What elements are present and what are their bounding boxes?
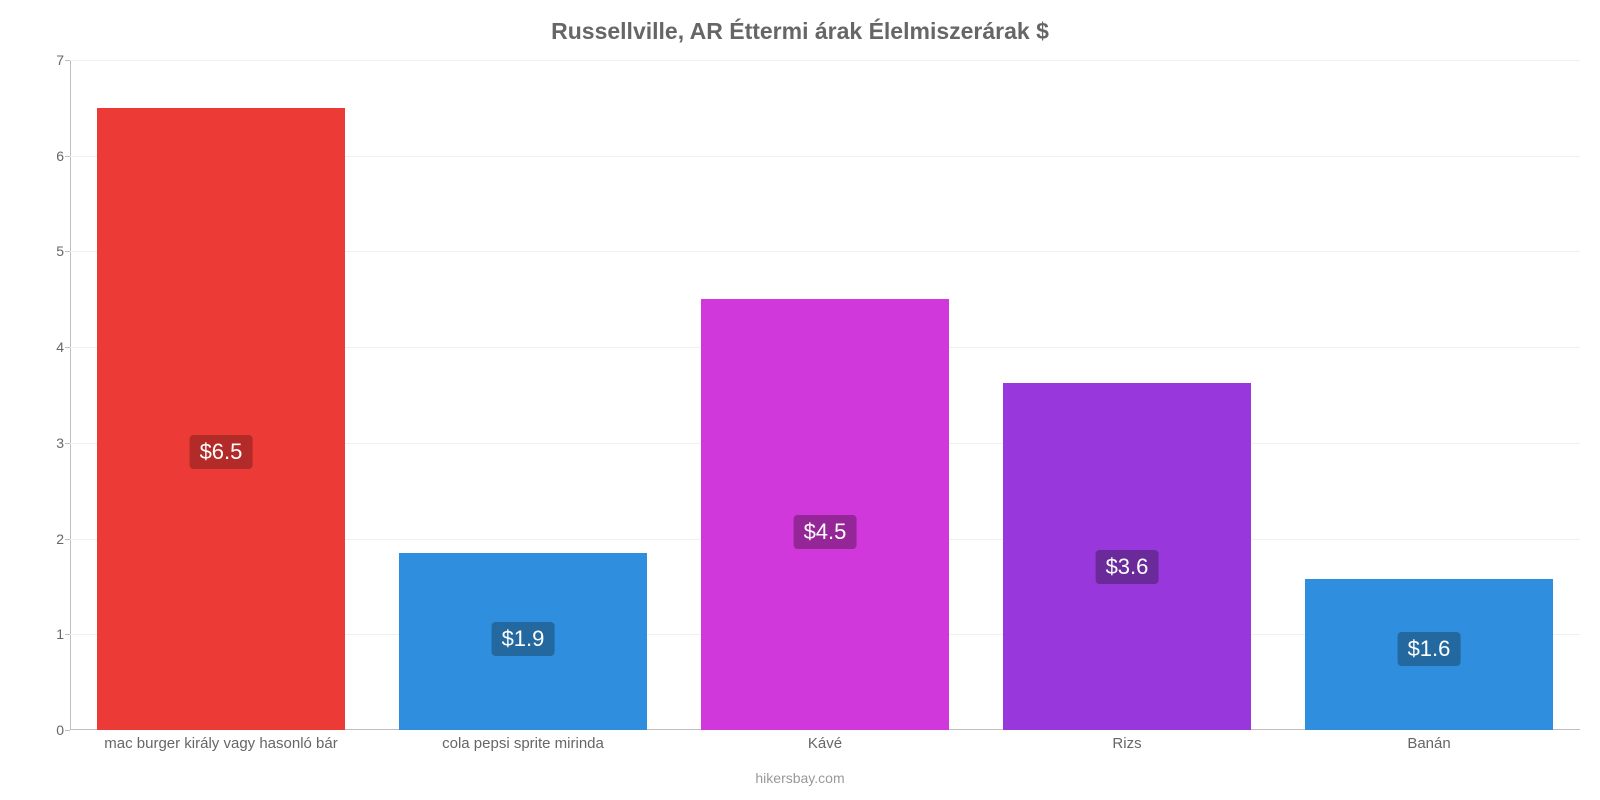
bar: $1.6 <box>1305 579 1553 730</box>
chart-title: Russellville, AR Éttermi árak Élelmiszer… <box>0 18 1600 45</box>
y-tick-label: 3 <box>56 435 64 451</box>
x-axis-label: Banán <box>1407 735 1450 752</box>
price-bar-chart: Russellville, AR Éttermi árak Élelmiszer… <box>0 0 1600 800</box>
bar-slot: $6.5 <box>70 60 372 730</box>
y-tick-label: 2 <box>56 531 64 547</box>
bar-value-label: $4.5 <box>794 515 857 549</box>
y-tick-mark <box>65 60 70 61</box>
bar: $3.6 <box>1003 383 1251 730</box>
y-tick-mark <box>65 634 70 635</box>
y-tick-mark <box>65 347 70 348</box>
x-axis-label: cola pepsi sprite mirinda <box>442 735 604 752</box>
y-tick-mark <box>65 443 70 444</box>
bar-value-label: $1.6 <box>1398 632 1461 666</box>
y-tick-label: 4 <box>56 339 64 355</box>
plot-area: 01234567 $6.5$1.9$4.5$3.6$1.6 <box>40 60 1580 730</box>
bar-value-label: $1.9 <box>492 622 555 656</box>
y-tick-label: 7 <box>56 52 64 68</box>
chart-footer: hikersbay.com <box>0 770 1600 786</box>
x-axis-label: mac burger király vagy hasonló bár <box>104 735 337 752</box>
y-tick-mark <box>65 156 70 157</box>
y-tick-label: 6 <box>56 148 64 164</box>
y-tick-label: 1 <box>56 626 64 642</box>
bar-value-label: $3.6 <box>1096 550 1159 584</box>
y-tick-mark <box>65 539 70 540</box>
bar: $6.5 <box>97 108 345 730</box>
bar-slot: $3.6 <box>976 60 1278 730</box>
bar-slot: $4.5 <box>674 60 976 730</box>
bar-value-label: $6.5 <box>190 435 253 469</box>
y-tick-mark <box>65 730 70 731</box>
y-axis: 01234567 <box>40 60 70 730</box>
y-tick-label: 5 <box>56 243 64 259</box>
bar: $4.5 <box>701 299 949 730</box>
y-tick-label: 0 <box>56 722 64 738</box>
x-axis-label: Kávé <box>808 735 842 752</box>
bars-container: $6.5 $1.9 $4.5 $3.6 $1.6 <box>70 60 1580 730</box>
bar: $1.9 <box>399 553 647 730</box>
bar-slot: $1.9 <box>372 60 674 730</box>
y-tick-mark <box>65 251 70 252</box>
x-axis-label: Rizs <box>1112 735 1141 752</box>
bar-slot: $1.6 <box>1278 60 1580 730</box>
